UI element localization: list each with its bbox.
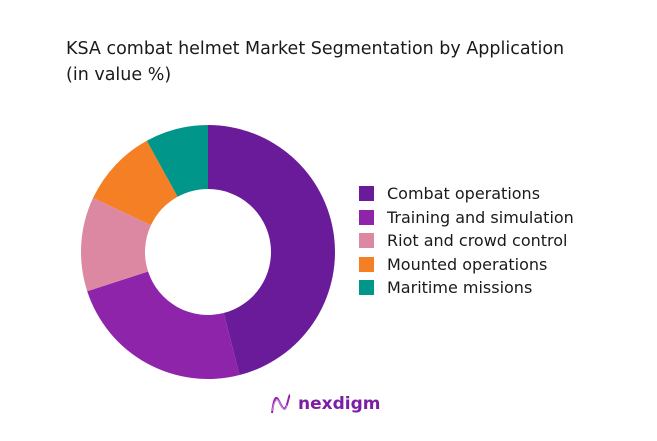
legend-item-combat: Combat operations (359, 182, 574, 206)
chart-title: KSA combat helmet Market Segmentation by… (66, 39, 565, 85)
legend-swatch (359, 280, 374, 296)
brand-name: nexdigm (298, 394, 381, 414)
legend-swatch (359, 256, 374, 272)
legend-swatch (359, 209, 374, 225)
legend-item-maritime: Maritime missions (359, 276, 574, 300)
donut-slice-mounted-operations (93, 140, 178, 226)
nexdigm-logo: nexdigm (270, 393, 380, 415)
legend-swatch (359, 233, 374, 249)
wave-logo-icon (271, 394, 291, 414)
legend-item-riot: Riot and crowd control (359, 229, 574, 253)
legend: Combat operations Training and simulatio… (359, 182, 574, 300)
legend-item-training: Training and simulation (359, 206, 574, 230)
donut-slice-training-and-simulation (87, 271, 240, 379)
donut-slice-maritime-missions (146, 125, 208, 197)
donut-slice-riot-and-crowd-control (81, 197, 151, 292)
legend-item-mounted: Mounted operations (359, 253, 574, 277)
legend-swatch (359, 186, 374, 202)
donut-slice-combat-operations (208, 125, 335, 376)
